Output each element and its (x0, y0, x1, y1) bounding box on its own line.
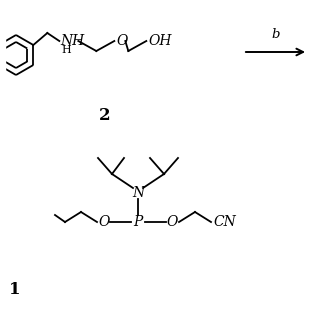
Text: 2: 2 (99, 107, 111, 124)
Text: O: O (166, 215, 178, 229)
Text: H: H (61, 45, 71, 55)
Text: O: O (98, 215, 110, 229)
Text: b: b (271, 28, 280, 41)
Text: 1: 1 (9, 282, 21, 299)
Text: NH: NH (60, 34, 84, 48)
Bar (0, 0, 5, 320)
Text: P: P (133, 215, 143, 229)
Text: CN: CN (213, 215, 236, 229)
Text: O: O (116, 34, 128, 48)
Text: OH: OH (148, 34, 172, 48)
Text: N: N (132, 186, 144, 200)
